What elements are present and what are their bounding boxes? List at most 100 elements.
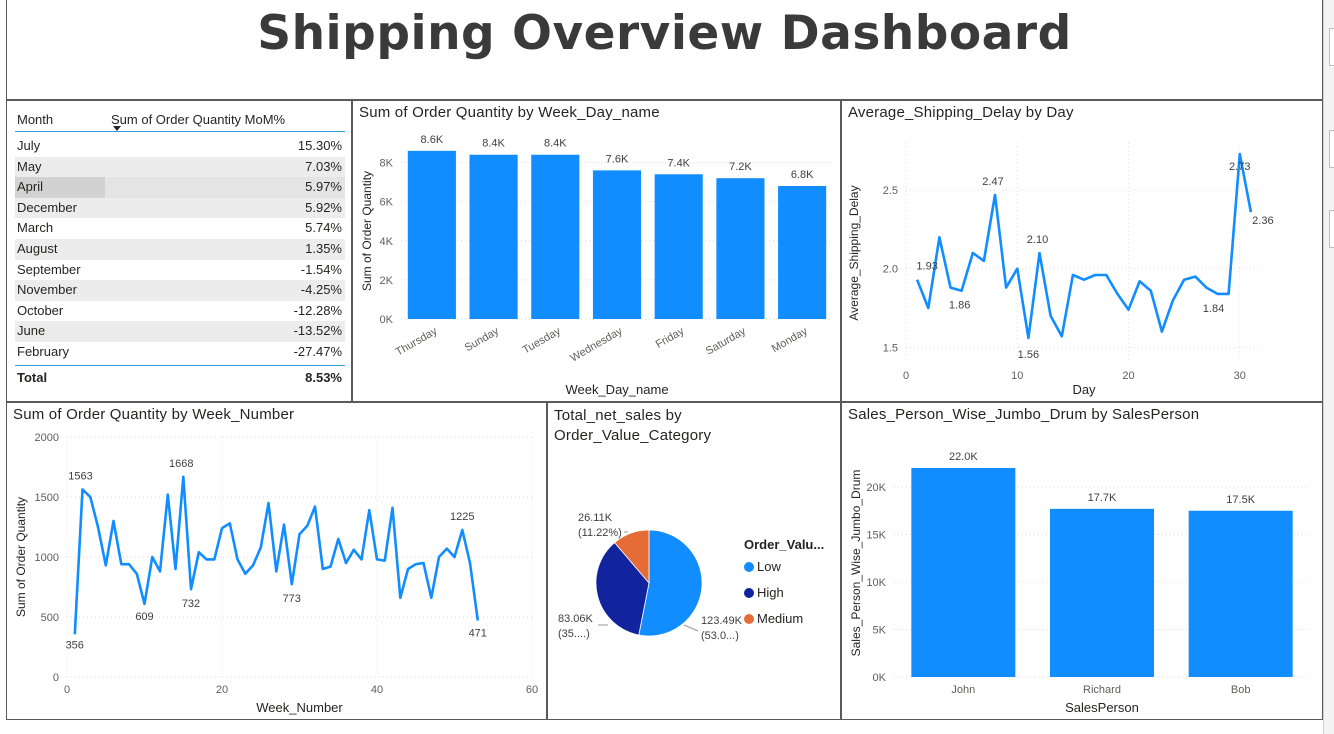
cell-month: June bbox=[17, 323, 46, 339]
data-label: 8.4K bbox=[544, 138, 567, 150]
row-highlight bbox=[15, 177, 105, 198]
y-tick-label: 1.5 bbox=[883, 342, 898, 354]
chart-title: Sales_Person_Wise_Jumbo_Drum by SalesPer… bbox=[848, 406, 1200, 423]
x-tick-label: Richard bbox=[1083, 684, 1121, 696]
filters-pane-tab[interactable] bbox=[1329, 28, 1334, 66]
month-mom-table-visual[interactable]: Month Sum of Order Quantity MoM% July 15.… bbox=[6, 100, 352, 402]
title-banner: Shipping Overview Dashboard bbox=[6, 0, 1323, 100]
y-tick-label: 500 bbox=[41, 612, 59, 624]
filters-pane-strip[interactable] bbox=[1323, 0, 1334, 734]
point-label: 773 bbox=[283, 593, 301, 605]
week-line-chart: 0 500 1000 1500 2000 0 20 40 60 356 1563 609 1668 732… bbox=[14, 432, 538, 715]
cell-mom-value: -4.25% bbox=[300, 282, 342, 298]
table-row[interactable]: February -27.47% bbox=[15, 342, 345, 363]
x-tick-label: 0 bbox=[64, 684, 70, 696]
bar bbox=[469, 154, 518, 319]
x-tick-label: Tuesday bbox=[521, 325, 564, 357]
table-row[interactable]: November -4.25% bbox=[15, 280, 345, 301]
total-value: 8.53% bbox=[305, 369, 342, 385]
legend-dot-icon bbox=[744, 588, 754, 598]
table-row[interactable]: August 1.35% bbox=[15, 238, 345, 260]
table-body: July 15.30% May 7.03% April 5.97% December 5.92… bbox=[15, 136, 345, 363]
y-tick-label: 4K bbox=[380, 236, 394, 248]
x-tick-label: Monday bbox=[770, 325, 810, 355]
y-axis-title: Sum of Order Quantity bbox=[360, 171, 374, 291]
cell-month: September bbox=[17, 261, 81, 277]
point-label: 732 bbox=[182, 598, 200, 610]
y-tick-label: 0 bbox=[53, 672, 59, 684]
point-label: 1668 bbox=[169, 458, 193, 470]
legend-item-medium[interactable]: Medium bbox=[744, 611, 803, 626]
table-row[interactable]: June -13.52% bbox=[15, 321, 345, 342]
y-tick-label: 5K bbox=[873, 625, 887, 637]
column-header-month[interactable]: Month bbox=[17, 112, 54, 127]
table-row[interactable]: April 5.97% bbox=[15, 177, 345, 198]
table-row[interactable]: December 5.92% bbox=[15, 197, 345, 219]
legend-item-low[interactable]: Low bbox=[744, 559, 781, 574]
pie-chart-visual[interactable]: Total_net_sales by Order_Value_Category … bbox=[547, 402, 841, 720]
chart-title: Average_Shipping_Delay by Day bbox=[848, 104, 1074, 121]
chart-title: Total_net_sales by Order_Value_Category bbox=[554, 407, 712, 444]
salesperson-bar-chart: 0K 5K 10K 15K 20K 22.0K John 17.7K Richard 17.5K B… bbox=[849, 451, 1310, 715]
bar bbox=[531, 154, 580, 319]
pie-slice bbox=[595, 542, 650, 636]
bar bbox=[1050, 508, 1154, 677]
series-line bbox=[915, 152, 1253, 340]
page-title: Shipping Overview Dashboard bbox=[257, 6, 1072, 61]
x-tick-label: 20 bbox=[216, 684, 228, 696]
point-label: 1.93 bbox=[916, 261, 937, 273]
point-label: 1563 bbox=[68, 470, 92, 482]
cell-month: May bbox=[17, 158, 42, 174]
cell-month: October bbox=[17, 302, 64, 318]
weekday-chart-visual[interactable]: Sum of Order Quantity by Week_Day_name 0… bbox=[352, 100, 841, 402]
y-tick-label: 15K bbox=[866, 530, 886, 542]
legend-item-high[interactable]: High bbox=[744, 585, 784, 600]
delay-chart-visual[interactable]: Average_Shipping_Delay by Day 1.5 2.0 2.5 0… bbox=[841, 100, 1323, 402]
bar bbox=[1188, 510, 1293, 677]
point-label: 2.10 bbox=[1027, 234, 1048, 246]
bar bbox=[407, 150, 456, 319]
total-label: Total bbox=[17, 369, 48, 385]
table-row[interactable]: September -1.54% bbox=[15, 260, 345, 281]
column-header-mom[interactable]: Sum of Order Quantity MoM% bbox=[111, 112, 286, 127]
delay-line-chart: 1.5 2.0 2.5 0 10 20 30 1.93 1.86 2.47 1.56 2.10 1.84… bbox=[847, 143, 1274, 397]
x-tick-label: 30 bbox=[1234, 370, 1246, 382]
y-tick-label: 2.0 bbox=[883, 264, 898, 276]
table-row[interactable]: July 15.30% bbox=[15, 136, 345, 157]
net-sales-pie-chart: 123.49K (53.0...) 83.06K (35....) 26.11K (11.… bbox=[558, 512, 743, 642]
cell-mom-value: 5.97% bbox=[305, 179, 342, 195]
x-tick-label: John bbox=[951, 684, 975, 696]
salesperson-chart-visual[interactable]: Sales_Person_Wise_Jumbo_Drum by SalesPer… bbox=[841, 402, 1323, 720]
pie-slice bbox=[614, 529, 650, 585]
week-chart-visual[interactable]: Sum of Order Quantity by Week_Number 0 50… bbox=[6, 402, 547, 720]
x-tick-label: Sunday bbox=[463, 325, 502, 354]
point-label: 1.84 bbox=[1203, 303, 1224, 315]
x-tick-label: 0 bbox=[903, 370, 909, 382]
sort-descending-icon[interactable] bbox=[113, 126, 121, 131]
table-row[interactable]: March 5.74% bbox=[15, 218, 345, 239]
point-label: 471 bbox=[469, 627, 487, 639]
x-tick-label: Friday bbox=[654, 325, 687, 351]
legend-title: Order_Valu... bbox=[744, 537, 825, 552]
table-row[interactable]: October -12.28% bbox=[15, 301, 345, 322]
y-tick-label: 1500 bbox=[35, 492, 59, 504]
y-tick-label: 0K bbox=[873, 672, 887, 684]
x-tick-label: Bob bbox=[1231, 684, 1251, 696]
y-tick-label: 20K bbox=[866, 482, 886, 494]
slice-label-percent: (35....) bbox=[558, 628, 590, 640]
fields-pane-tab[interactable] bbox=[1329, 210, 1334, 248]
cell-month: April bbox=[17, 179, 44, 195]
point-label: 1.86 bbox=[949, 300, 970, 312]
cell-mom-value: 15.30% bbox=[297, 138, 342, 153]
x-axis-title: Week_Number bbox=[256, 700, 343, 715]
legend-dot-icon bbox=[744, 562, 754, 572]
bar bbox=[654, 174, 703, 319]
table-row[interactable]: May 7.03% bbox=[15, 156, 345, 178]
x-tick-label: 60 bbox=[526, 684, 538, 696]
x-tick-label: 20 bbox=[1122, 370, 1134, 382]
y-axis-title: Sales_Person_Wise_Jumbo_Drum bbox=[849, 470, 863, 657]
y-tick-label: 2000 bbox=[35, 432, 59, 444]
visualizations-pane-tab[interactable] bbox=[1329, 130, 1334, 168]
slice-label: 26.11K bbox=[578, 512, 613, 524]
cell-month: November bbox=[17, 282, 77, 298]
